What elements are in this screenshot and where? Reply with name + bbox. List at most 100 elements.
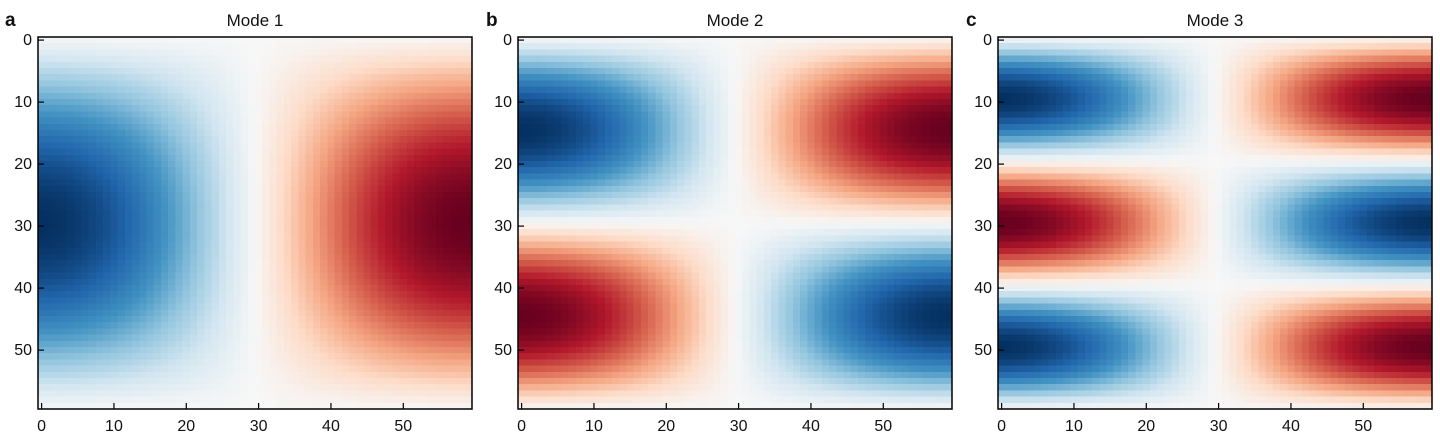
heatmap-cell: [189, 216, 198, 224]
heatmap-cell: [88, 198, 97, 205]
heatmap-cell: [269, 198, 278, 205]
heatmap-cell: [356, 161, 365, 168]
heatmap-cell: [435, 55, 444, 63]
heatmap-cell: [428, 123, 437, 131]
heatmap-cell: [204, 123, 213, 131]
heatmap-cell: [218, 161, 227, 168]
heatmap-cell: [583, 49, 591, 57]
heatmap-cell: [532, 173, 541, 181]
heatmap-cell: [305, 179, 314, 187]
heatmap-cell: [356, 272, 365, 280]
heatmap-cell: [341, 61, 350, 69]
heatmap-cell: [197, 68, 205, 75]
heatmap-cell: [879, 154, 888, 162]
heatmap-cell: [377, 309, 386, 317]
heatmap-cell: [175, 123, 184, 131]
heatmap-cell: [385, 49, 394, 57]
heatmap-cell: [153, 334, 162, 342]
heatmap-cell: [399, 123, 408, 131]
heatmap-cell: [356, 229, 365, 236]
heatmap-cell: [677, 80, 685, 88]
heatmap-cell: [633, 142, 642, 150]
heatmap-cell: [305, 49, 314, 57]
heatmap-cell: [197, 396, 205, 404]
heatmap-cell: [937, 136, 946, 143]
heatmap-cell: [450, 161, 459, 168]
heatmap-cell: [443, 68, 451, 75]
heatmap-cell: [720, 111, 729, 119]
heatmap-cell: [81, 285, 90, 292]
heatmap-cell: [160, 111, 169, 119]
heatmap-cell: [38, 266, 46, 274]
heatmap-cell: [168, 142, 177, 150]
heatmap-cell: [539, 37, 548, 44]
heatmap-cell: [182, 247, 191, 255]
heatmap-cell: [226, 37, 234, 44]
heatmap-cell: [233, 347, 242, 354]
heatmap-cell: [836, 167, 845, 174]
heatmap-cell: [139, 254, 148, 261]
heatmap-cell: [414, 340, 422, 348]
heatmap-cell: [872, 74, 881, 81]
heatmap-cell: [298, 74, 307, 81]
heatmap-cell: [276, 130, 285, 137]
heatmap-cell: [262, 235, 271, 243]
heatmap-cell: [153, 204, 162, 212]
heatmap-cell: [886, 86, 895, 94]
heatmap-cell: [464, 309, 473, 317]
heatmap-cell: [385, 123, 394, 131]
heatmap-cell: [604, 154, 613, 162]
heatmap-cell: [626, 49, 635, 57]
heatmap-cell: [850, 80, 859, 88]
heatmap-cell: [124, 359, 133, 367]
heatmap-cell: [648, 123, 657, 131]
heatmap-cell: [457, 198, 466, 205]
heatmap-cell: [865, 68, 874, 75]
heatmap-cell: [713, 154, 722, 162]
heatmap-cell: [633, 148, 642, 156]
heatmap-cell: [414, 216, 422, 224]
heatmap-cell: [334, 334, 343, 342]
heatmap-cell: [298, 142, 307, 150]
heatmap-cell: [95, 148, 104, 156]
heatmap-cell: [399, 371, 408, 379]
heatmap-cell: [291, 328, 299, 336]
heatmap-cell: [561, 80, 570, 88]
heatmap-cell: [95, 86, 104, 94]
heatmap-cell: [428, 61, 437, 69]
heatmap-cell: [443, 247, 451, 255]
heatmap-cell: [385, 297, 394, 305]
heatmap-cell: [930, 92, 939, 100]
heatmap-cell: [370, 142, 379, 150]
heatmap-cell: [742, 142, 751, 150]
heatmap-cell: [457, 61, 466, 69]
heatmap-cell: [807, 55, 816, 63]
heatmap-cell: [276, 154, 285, 162]
heatmap-cell: [879, 49, 888, 57]
heatmap-cell: [226, 49, 234, 57]
heatmap-cell: [421, 340, 430, 348]
heatmap-cell: [59, 334, 68, 342]
heatmap-cell: [175, 68, 184, 75]
heatmap-cell: [532, 148, 541, 156]
heatmap-cell: [406, 378, 415, 385]
heatmap-cell: [110, 285, 119, 292]
heatmap-cell: [385, 229, 394, 236]
heatmap-cell: [139, 378, 148, 385]
heatmap-cell: [153, 291, 162, 298]
heatmap-cell: [341, 266, 350, 274]
heatmap-cell: [38, 365, 46, 373]
heatmap-cell: [604, 142, 613, 150]
heatmap-cell: [370, 229, 379, 236]
heatmap-cell: [677, 86, 685, 94]
heatmap-cell: [124, 99, 133, 106]
heatmap-cell: [240, 347, 249, 354]
heatmap-cell: [392, 266, 401, 274]
heatmap-cell: [276, 192, 285, 199]
heatmap-cell: [518, 117, 526, 125]
heatmap-cell: [233, 359, 242, 367]
heatmap-cell: [829, 80, 837, 88]
heatmap-cell: [110, 86, 119, 94]
heatmap-cell: [406, 223, 415, 230]
heatmap-cell: [356, 260, 365, 267]
